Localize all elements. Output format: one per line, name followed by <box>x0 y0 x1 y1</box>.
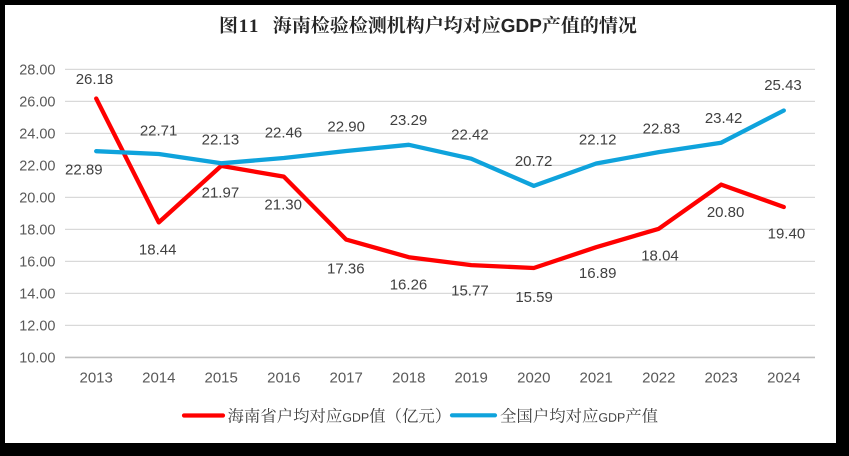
svg-text:22.00: 22.00 <box>19 158 55 174</box>
svg-text:26.00: 26.00 <box>19 94 55 110</box>
svg-text:2020: 2020 <box>517 370 550 387</box>
svg-text:2022: 2022 <box>642 370 675 387</box>
svg-text:17.36: 17.36 <box>327 260 365 277</box>
svg-text:22.12: 22.12 <box>579 132 617 149</box>
svg-text:2018: 2018 <box>392 370 425 387</box>
svg-text:21.97: 21.97 <box>202 185 240 202</box>
svg-text:21.30: 21.30 <box>264 196 302 213</box>
svg-text:10.00: 10.00 <box>19 350 55 366</box>
svg-text:15.77: 15.77 <box>451 283 489 300</box>
svg-text:24.00: 24.00 <box>19 126 55 142</box>
svg-text:20.72: 20.72 <box>515 153 553 170</box>
svg-text:16.89: 16.89 <box>579 265 617 282</box>
svg-text:12.00: 12.00 <box>19 318 55 334</box>
svg-text:22.46: 22.46 <box>265 125 303 142</box>
svg-text:22.90: 22.90 <box>327 118 365 135</box>
svg-text:16.26: 16.26 <box>390 277 428 294</box>
svg-text:22.89: 22.89 <box>65 161 103 178</box>
svg-text:18.04: 18.04 <box>641 247 679 264</box>
svg-text:2021: 2021 <box>580 370 613 387</box>
svg-text:2016: 2016 <box>267 370 300 387</box>
svg-text:2013: 2013 <box>80 370 113 387</box>
svg-text:2017: 2017 <box>330 370 363 387</box>
svg-text:2023: 2023 <box>705 370 738 387</box>
svg-text:18.00: 18.00 <box>19 222 55 238</box>
svg-text:16.00: 16.00 <box>19 254 55 270</box>
svg-text:2015: 2015 <box>205 370 238 387</box>
svg-text:26.18: 26.18 <box>76 71 114 88</box>
svg-text:15.59: 15.59 <box>515 289 553 306</box>
svg-text:23.42: 23.42 <box>705 110 743 127</box>
svg-text:22.13: 22.13 <box>202 132 240 149</box>
svg-text:2014: 2014 <box>142 370 175 387</box>
svg-text:14.00: 14.00 <box>19 286 55 302</box>
svg-text:2019: 2019 <box>455 370 488 387</box>
svg-text:25.43: 25.43 <box>764 77 802 94</box>
svg-text:20.80: 20.80 <box>707 204 745 221</box>
svg-text:23.29: 23.29 <box>390 112 428 129</box>
svg-text:28.00: 28.00 <box>19 62 55 78</box>
svg-text:2024: 2024 <box>767 370 800 387</box>
svg-text:22.83: 22.83 <box>643 121 681 138</box>
svg-text:20.00: 20.00 <box>19 190 55 206</box>
svg-text:18.44: 18.44 <box>139 242 177 259</box>
svg-text:19.40: 19.40 <box>768 226 806 243</box>
svg-text:22.71: 22.71 <box>140 122 178 139</box>
svg-text:22.42: 22.42 <box>451 126 489 143</box>
